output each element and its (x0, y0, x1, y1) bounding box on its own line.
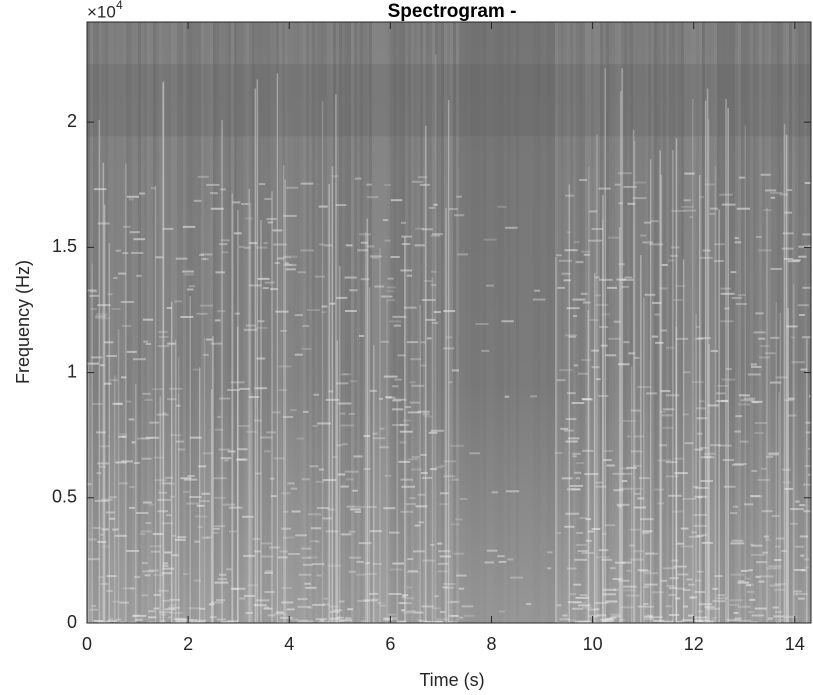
y-tick-label: 0.5 (52, 487, 77, 507)
x-tick-label: 14 (785, 634, 805, 654)
y-axis-label: Frequency (Hz) (13, 260, 33, 384)
y-tick-label: 2 (67, 111, 77, 131)
x-axis-label: Time (s) (419, 670, 484, 690)
y-tick-label: 1.5 (52, 236, 77, 256)
chart-title: Spectrogram - (388, 1, 517, 22)
x-tick-label: 10 (583, 634, 603, 654)
x-tick-label: 8 (486, 634, 496, 654)
x-tick-label: 0 (82, 634, 92, 654)
y-tick-label: 0 (67, 612, 77, 632)
y-exponent: 4 (116, 0, 123, 12)
texture-gradient (87, 22, 811, 623)
x-tick-label: 2 (183, 634, 193, 654)
axes-box (86, 21, 812, 624)
spectrogram-image (87, 22, 811, 623)
x-tick-label: 12 (684, 634, 704, 654)
x-tick-label: 6 (385, 634, 395, 654)
y-tick-label: 1 (67, 361, 77, 381)
y-multiplier: ×10 (87, 2, 116, 21)
x-tick-label: 4 (284, 634, 294, 654)
